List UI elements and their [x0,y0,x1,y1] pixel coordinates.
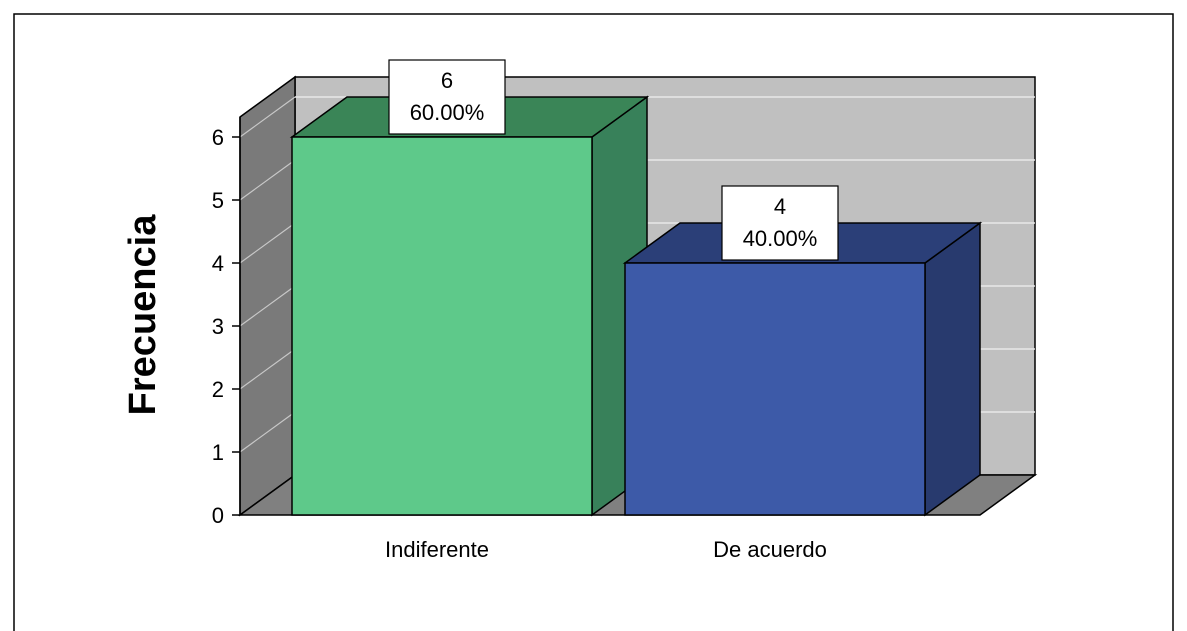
bar-front [624,262,926,516]
data-label-percent: 60.00% [410,100,485,125]
y-axis: 0 1 2 3 4 5 6 [212,117,241,528]
y-axis-label: Frecuencia [122,214,164,416]
bar-indiferente [289,95,650,517]
gridline-side [239,285,296,327]
y-tick-label: 0 [212,503,224,528]
data-label-percent: 40.00% [743,226,818,251]
gridline-side [239,222,296,264]
side-wall [239,75,296,517]
data-label-value: 6 [441,68,453,93]
x-axis: Indiferente De acuerdo [385,537,827,562]
x-tick-label: De acuerdo [713,537,827,562]
bar-front [291,136,593,516]
gridline-side [239,159,296,201]
data-label: 6 60.00% [388,59,506,135]
y-tick-label: 5 [212,188,224,213]
y-tick-label: 3 [212,314,224,339]
gridline-side [239,411,296,453]
data-label-value: 4 [774,194,786,219]
y-tick-label: 2 [212,377,224,402]
data-label: 4 40.00% [721,185,839,261]
data-label-box [721,185,839,261]
bar-de-acuerdo [622,221,983,517]
gridline-side [239,348,296,390]
gridline-side [239,96,296,138]
y-tick-label: 6 [212,125,224,150]
data-label-box [388,59,506,135]
bars [289,95,983,517]
y-tick-label: 1 [212,440,224,465]
bar-side [924,221,981,517]
data-labels: 6 60.00% 4 40.00% [388,59,839,261]
x-tick-label: Indiferente [385,537,489,562]
y-tick-label: 4 [212,251,224,276]
